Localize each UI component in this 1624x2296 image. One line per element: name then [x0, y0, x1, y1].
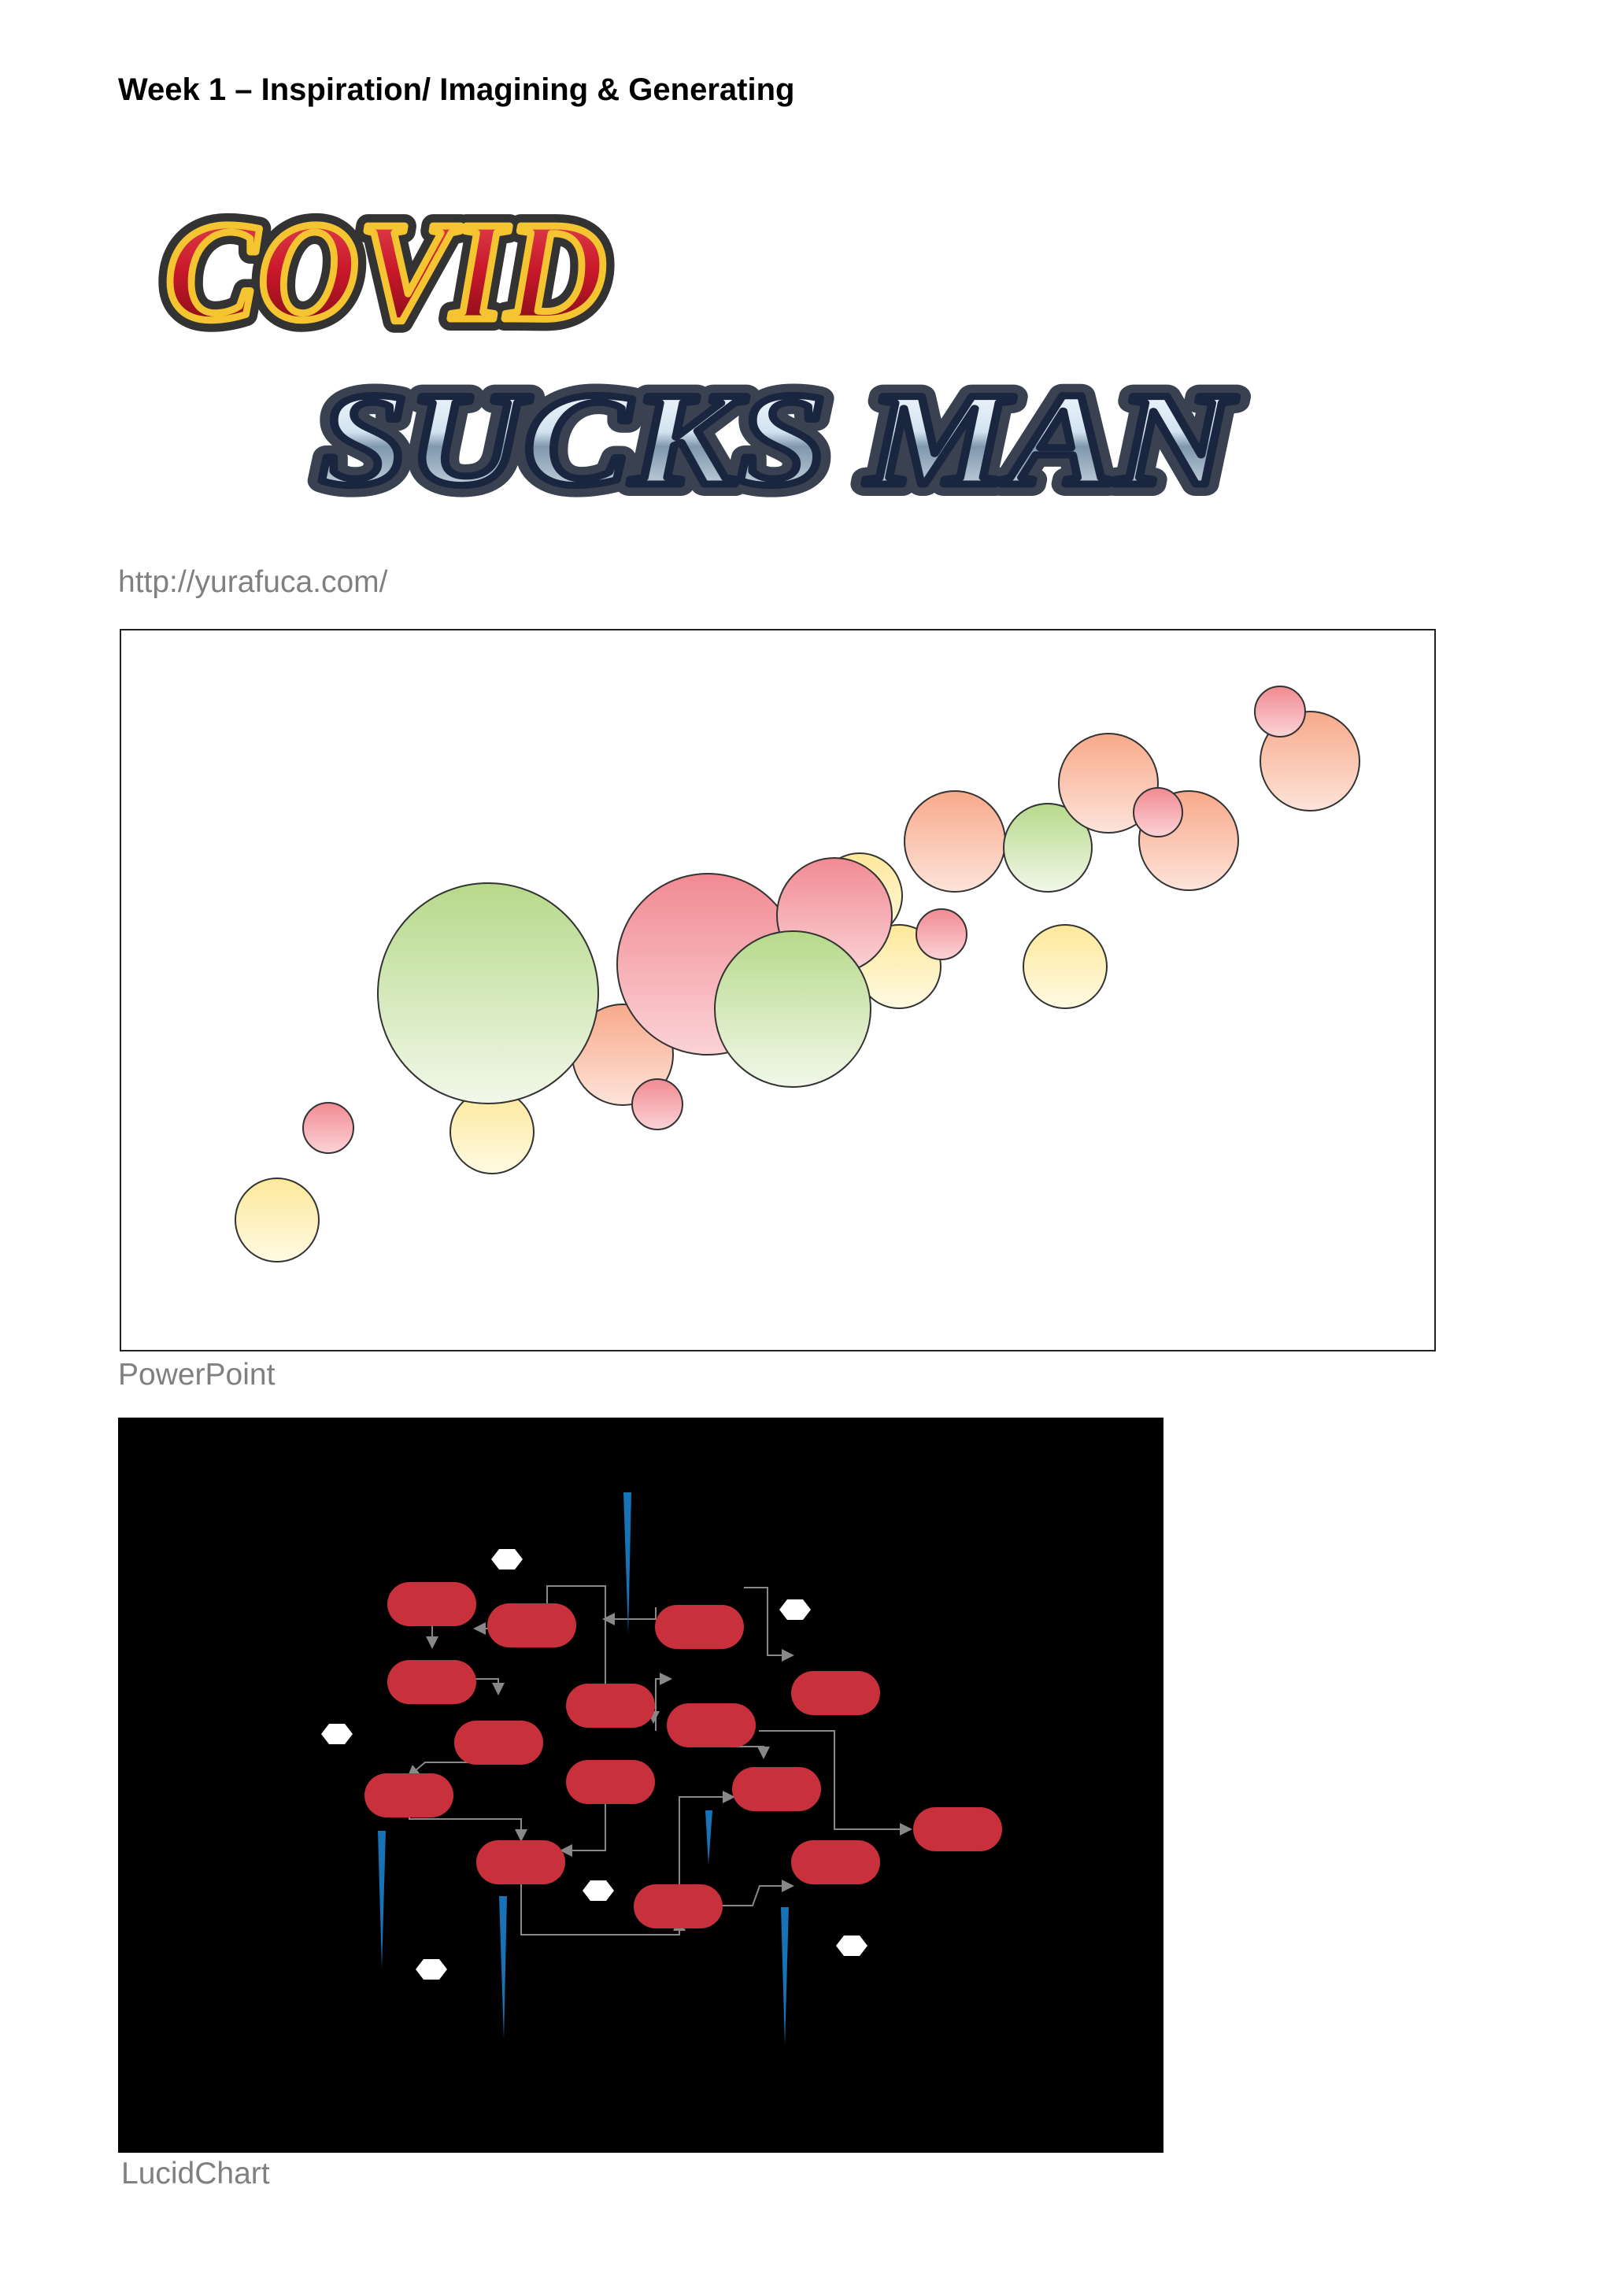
- flow-node: [566, 1760, 655, 1804]
- bubble-cluster-svg: [235, 686, 1360, 1263]
- bubble-cluster-image: [120, 629, 1436, 1351]
- connector: [759, 1730, 912, 1836]
- connector: [655, 1673, 672, 1731]
- svg-text:COVID: COVID: [165, 193, 606, 349]
- hexagon: [321, 1724, 353, 1744]
- flow-node: [634, 1884, 723, 1928]
- flow-node: [732, 1767, 821, 1811]
- spike: [705, 1810, 712, 1865]
- flow-node: [791, 1840, 880, 1884]
- figure-caption-lucidchart: LucidChart: [121, 2157, 270, 2191]
- flow-node: [667, 1703, 756, 1747]
- connector: [546, 1585, 612, 1701]
- connector: [744, 1587, 794, 1662]
- bubble: [904, 790, 1006, 893]
- bubble: [916, 908, 967, 960]
- svg-text:COVID: COVID: [165, 193, 606, 349]
- bubble: [1254, 686, 1306, 738]
- flow-node: [913, 1807, 1002, 1851]
- bubble: [235, 1178, 320, 1263]
- hexagon: [779, 1599, 811, 1620]
- bubble: [377, 882, 599, 1104]
- page-heading: Week 1 – Inspiration/ Imagining & Genera…: [118, 72, 795, 107]
- spike: [623, 1492, 631, 1634]
- flow-node: [387, 1582, 476, 1626]
- flowchart-image: [118, 1418, 1163, 2153]
- bubble: [714, 930, 871, 1088]
- svg-text:SUCKS MAN: SUCKS MAN: [319, 365, 1237, 512]
- flow-node: [454, 1721, 543, 1765]
- bubble: [631, 1078, 683, 1130]
- connector: [732, 1746, 770, 1759]
- connector: [721, 1880, 794, 1906]
- connector: [679, 1791, 735, 1891]
- figure-caption-powerpoint: PowerPoint: [118, 1358, 276, 1392]
- bubble: [302, 1102, 354, 1154]
- spike: [499, 1896, 507, 2039]
- flowchart-svg: [321, 1492, 1002, 2046]
- hexagon: [836, 1936, 867, 1956]
- flow-node: [791, 1671, 880, 1715]
- flow-node: [364, 1773, 453, 1817]
- flow-node: [487, 1603, 576, 1647]
- hexagon: [491, 1549, 523, 1569]
- flow-node: [387, 1660, 476, 1704]
- flow-node: [566, 1684, 655, 1728]
- spike: [378, 1831, 386, 1969]
- bubble: [1003, 803, 1093, 893]
- spike: [781, 1907, 789, 2046]
- connector: [560, 1795, 606, 1857]
- covid-sucks-man-logo: COVID COVID SUCKS MAN SUCKS MAN: [154, 181, 1249, 512]
- bubble: [1133, 787, 1183, 837]
- hexagon: [583, 1880, 614, 1901]
- figure-caption-url: http://yurafuca.com/: [118, 565, 388, 599]
- bubble: [1023, 924, 1108, 1009]
- hexagon: [416, 1959, 447, 1980]
- svg-text:SUCKS MAN: SUCKS MAN: [319, 365, 1237, 512]
- flow-node: [655, 1605, 744, 1649]
- flow-node: [476, 1840, 565, 1884]
- connector: [602, 1607, 657, 1625]
